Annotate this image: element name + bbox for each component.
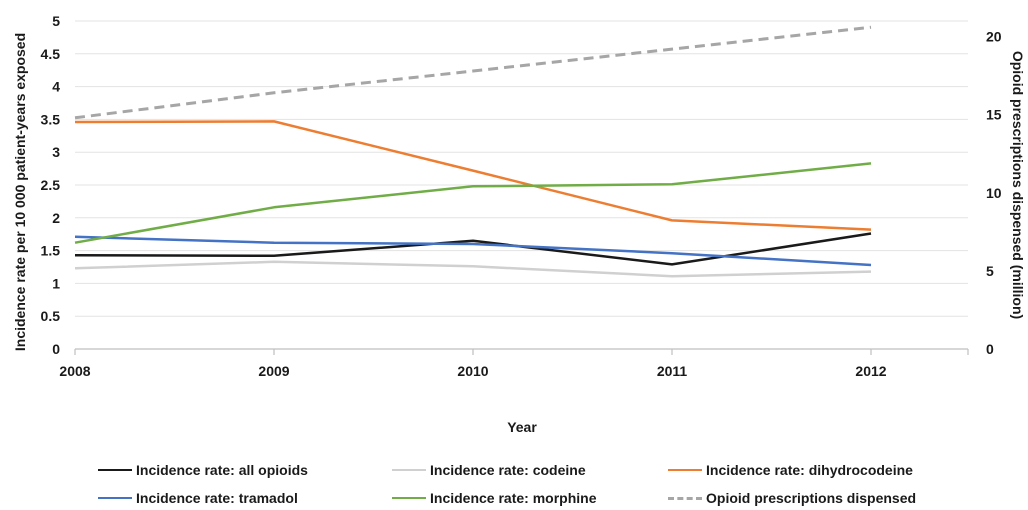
y-tick-label: 3 bbox=[52, 144, 60, 160]
legend-swatch bbox=[668, 469, 702, 471]
x-tick-label: 2011 bbox=[657, 363, 688, 379]
series-line bbox=[74, 120, 872, 231]
legend-item: Incidence rate: codeine bbox=[392, 460, 586, 480]
y-tick-label: 0 bbox=[52, 341, 60, 357]
legend-label: Incidence rate: codeine bbox=[430, 462, 586, 478]
legend-item: Incidence rate: all opioids bbox=[98, 460, 308, 480]
legend-swatch bbox=[98, 497, 132, 499]
series-lines bbox=[74, 25, 872, 278]
series-line bbox=[74, 162, 872, 244]
y2-tick-label: 15 bbox=[986, 107, 1002, 123]
y-tick-label: 4.5 bbox=[41, 46, 61, 62]
series-line bbox=[74, 232, 872, 266]
series-line bbox=[74, 25, 872, 120]
y-axis-left-ticks: 0 0.5 1 1.5 2 2.5 3 3.5 4 4.5 5 bbox=[41, 13, 61, 357]
y-tick-label: 5 bbox=[52, 13, 60, 29]
y2-tick-label: 20 bbox=[986, 29, 1002, 45]
legend-item: Incidence rate: tramadol bbox=[98, 488, 298, 508]
legend-label: Incidence rate: morphine bbox=[430, 490, 597, 506]
y-tick-label: 3.5 bbox=[41, 111, 61, 127]
legend: Incidence rate: all opioids Incidence rat… bbox=[0, 452, 1028, 510]
legend-label: Incidence rate: dihydrocodeine bbox=[706, 462, 913, 478]
y-axis-right-ticks: 0 5 10 15 20 bbox=[986, 29, 1002, 357]
y-tick-label: 0.5 bbox=[41, 308, 61, 324]
x-axis bbox=[74, 348, 969, 355]
y-tick-label: 1 bbox=[52, 275, 60, 291]
y-tick-label: 2 bbox=[52, 210, 60, 226]
y-tick-label: 4 bbox=[52, 79, 60, 95]
legend-item: Incidence rate: morphine bbox=[392, 488, 596, 508]
series-line bbox=[74, 235, 872, 267]
series-line bbox=[74, 260, 872, 278]
x-axis-ticks: 2008 2009 2010 2011 2012 bbox=[59, 363, 886, 379]
legend-swatch bbox=[392, 497, 426, 499]
y2-tick-label: 10 bbox=[986, 185, 1002, 201]
legend-item: Incidence rate: dihydrocodeine bbox=[668, 460, 913, 480]
legend-item: Opioid prescriptions dispensed bbox=[668, 488, 916, 508]
legend-label: Incidence rate: tramadol bbox=[136, 490, 298, 506]
legend-label: Incidence rate: all opioids bbox=[136, 462, 308, 478]
y-tick-label: 2.5 bbox=[41, 177, 61, 193]
y2-tick-label: 5 bbox=[986, 263, 994, 279]
legend-label: Opioid prescriptions dispensed bbox=[706, 490, 917, 506]
y-tick-label: 1.5 bbox=[41, 243, 61, 259]
x-tick-label: 2012 bbox=[855, 363, 886, 379]
x-tick-label: 2010 bbox=[457, 363, 488, 379]
legend-swatch bbox=[392, 469, 426, 471]
y2-tick-label: 0 bbox=[986, 341, 994, 357]
legend-swatch bbox=[98, 469, 132, 471]
legend-swatch bbox=[668, 496, 702, 500]
x-axis-title: Year bbox=[507, 419, 537, 435]
y-axis-right-title: Opioid prescriptions dispensed (million) bbox=[1010, 51, 1026, 319]
y-axis-left-title: Incidence rate per 10 000 patient-years … bbox=[12, 33, 28, 351]
x-tick-label: 2009 bbox=[258, 363, 289, 379]
x-tick-label: 2008 bbox=[59, 363, 90, 379]
